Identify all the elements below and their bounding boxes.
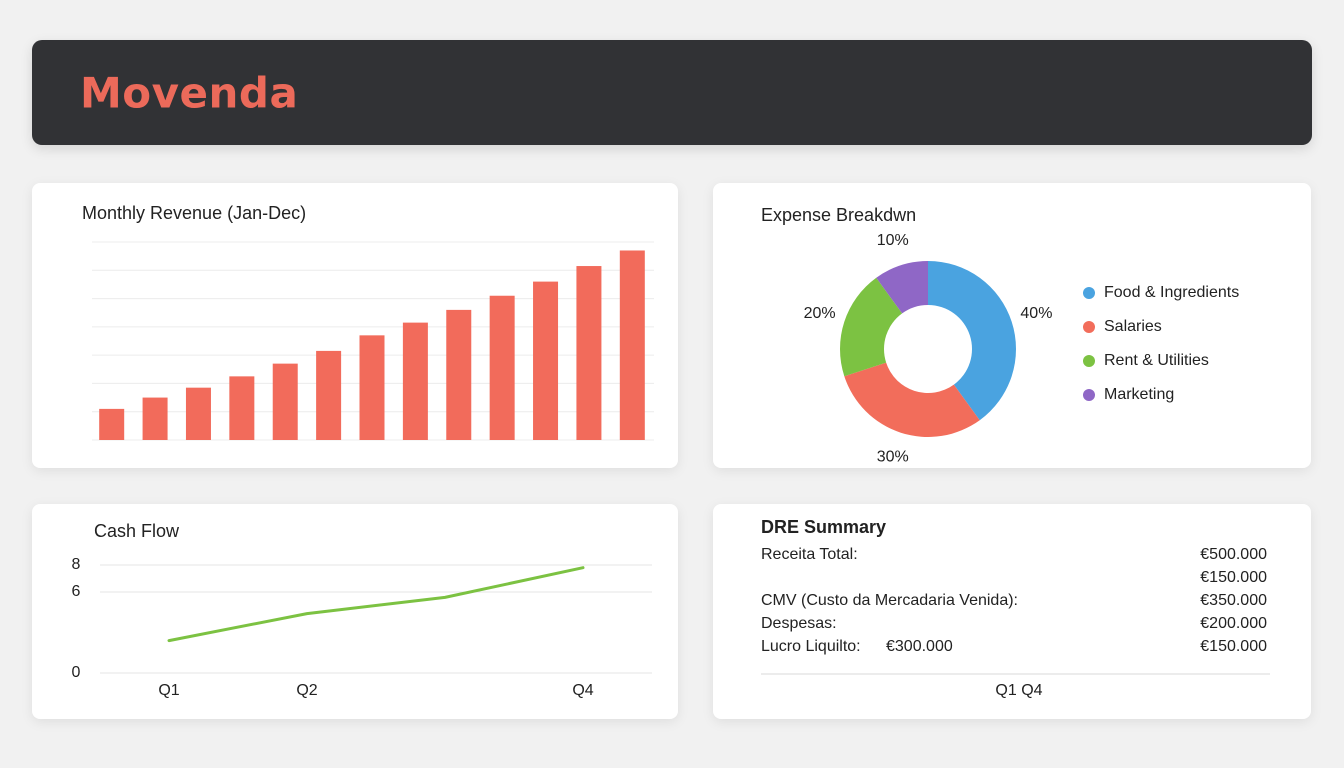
y-tick-label: 0 [72, 664, 81, 681]
chart-title: Cash Flow [94, 521, 180, 541]
dre-table: DRE Summary Q1 Q4 Receita Total: €500.000… [761, 517, 1270, 699]
x-tick-label: Q4 [572, 682, 593, 699]
legend-swatch [1083, 287, 1095, 299]
expense-chart: Expense Breakdwn 40% 30% 20% 10% Food & Ingr… [761, 205, 1239, 466]
pie-slice [840, 277, 903, 377]
legend-swatch [1083, 355, 1095, 367]
table-cell: Receita Total: [761, 546, 858, 563]
slice-label: 10% [877, 232, 909, 249]
legend-label: Food & Ingredients [1104, 284, 1239, 301]
header: Movenda [32, 40, 1312, 145]
table-footer: Q1 Q4 [995, 682, 1042, 699]
dre-card: DRE Summary Q1 Q4 Receita Total: €500.000… [713, 504, 1311, 719]
bar [359, 335, 385, 440]
legend-label: Salaries [1104, 318, 1162, 335]
bar [402, 322, 428, 440]
pie-slice [876, 261, 928, 314]
pie-slice [844, 362, 980, 437]
cashflow-card: Cash Flow 0 6 8 Q1 Q2 Q4 [32, 504, 678, 719]
bar [446, 309, 472, 440]
slice-label: 40% [1020, 305, 1052, 322]
table-cell: €500.000 [1200, 546, 1267, 563]
cashflow-chart: Cash Flow 0 6 8 Q1 Q2 Q4 [72, 521, 652, 699]
revenue-card: Monthly Revenue (Jan-Dec) [32, 183, 678, 468]
y-tick-label: 8 [72, 556, 81, 573]
revenue-chart: Monthly Revenue (Jan-Dec) [82, 203, 654, 441]
table-cell: €300.000 [886, 638, 953, 655]
table-cell: €200.000 [1200, 615, 1267, 632]
bar [272, 363, 298, 440]
table-cell: €150.000 [1200, 638, 1267, 655]
bar [99, 408, 125, 440]
legend-swatch [1083, 389, 1095, 401]
bar [533, 281, 559, 440]
table-title: DRE Summary [761, 517, 886, 537]
expense-card: Expense Breakdwn 40% 30% 20% 10% Food & Ingr… [713, 183, 1311, 468]
brand-title: Movenda [80, 68, 299, 117]
table-cell: Lucro Liquilto: [761, 638, 861, 655]
bar [229, 376, 255, 440]
bar [619, 250, 645, 440]
bar [185, 387, 211, 440]
bar [142, 397, 168, 440]
legend-label: Rent & Utilities [1104, 352, 1209, 369]
chart-title: Expense Breakdwn [761, 205, 916, 225]
bar [576, 266, 602, 440]
pie-slice [928, 261, 1016, 421]
line-series [167, 566, 585, 643]
table-cell: €150.000 [1200, 569, 1267, 586]
legend-label: Marketing [1104, 386, 1174, 403]
table-cell: CMV (Custo da Mercadaria Venida): [761, 592, 1018, 609]
bar [316, 350, 342, 440]
bar [489, 295, 515, 440]
slice-label: 30% [877, 449, 909, 466]
y-tick-label: 6 [72, 583, 81, 600]
x-tick-label: Q1 [158, 682, 179, 699]
x-tick-label: Q2 [296, 682, 317, 699]
slice-label: 20% [804, 305, 836, 322]
chart-title: Monthly Revenue (Jan-Dec) [82, 203, 306, 223]
table-cell: Despesas: [761, 615, 837, 632]
table-cell: €350.000 [1200, 592, 1267, 609]
legend-swatch [1083, 321, 1095, 333]
